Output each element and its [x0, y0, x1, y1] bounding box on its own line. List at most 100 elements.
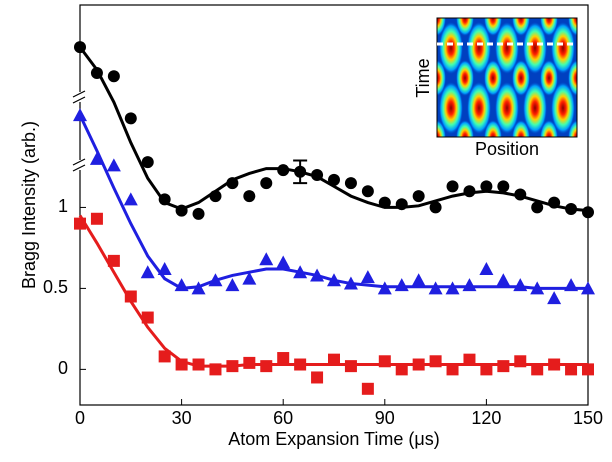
data-point	[428, 281, 443, 295]
x-tick-label: 30	[172, 408, 192, 428]
data-point	[107, 70, 120, 83]
data-point	[445, 281, 460, 295]
data-point	[582, 206, 594, 219]
data-point	[514, 355, 527, 368]
data-point	[260, 177, 273, 190]
inset-xlabel: Position	[475, 139, 539, 159]
data-point	[343, 276, 358, 290]
x-axis-label: Atom Expansion Time (μs)	[228, 429, 439, 449]
data-point	[429, 355, 442, 368]
axis-break	[72, 90, 86, 172]
data-point	[174, 278, 189, 292]
data-point	[226, 177, 239, 190]
data-point	[565, 363, 578, 376]
plot-frame	[79, 4, 589, 406]
x-tick-label: 120	[471, 408, 501, 428]
data-point	[411, 273, 426, 287]
data-point	[462, 278, 477, 292]
fit-line	[78, 214, 588, 368]
y-tick-label: 0	[58, 358, 68, 378]
data-point	[395, 363, 408, 376]
data-point	[344, 360, 357, 373]
data-point	[513, 278, 528, 292]
data-point	[209, 190, 222, 203]
data-point	[582, 363, 594, 376]
data-point	[327, 273, 341, 287]
data-point	[531, 363, 544, 376]
data-point	[123, 192, 138, 206]
data-point	[463, 185, 476, 198]
data-point	[175, 358, 188, 371]
data-point	[225, 278, 240, 292]
data-point	[429, 201, 442, 214]
y-axis-label: Bragg Intensity (arb.)	[19, 121, 39, 289]
data-point	[480, 180, 493, 193]
data-point	[157, 261, 172, 275]
data-point	[124, 112, 137, 125]
data-point	[90, 212, 103, 225]
data-point	[378, 355, 391, 368]
data-point	[531, 201, 544, 214]
data-point	[226, 360, 239, 373]
data-point	[293, 265, 308, 279]
inset-ylabel: Time	[413, 58, 433, 97]
x-tick-label: 90	[375, 408, 395, 428]
data-point	[276, 255, 291, 269]
data-point	[497, 180, 510, 193]
data-point	[158, 193, 171, 206]
data-point	[124, 290, 137, 303]
data-point	[530, 281, 545, 295]
data-point	[90, 67, 103, 80]
data-point	[243, 356, 256, 369]
y-tick-label: 1	[58, 196, 68, 216]
data-point	[564, 278, 579, 292]
data-point	[192, 207, 205, 220]
data-point	[378, 196, 391, 209]
data-point	[158, 350, 171, 363]
y-tick-label: 0.5	[43, 277, 68, 297]
data-point	[360, 270, 375, 284]
data-point	[581, 281, 595, 295]
data-point	[412, 358, 425, 371]
data-point	[395, 198, 408, 211]
data-point	[412, 190, 425, 203]
data-point	[514, 188, 527, 201]
data-point	[209, 363, 222, 376]
data-point	[361, 185, 374, 198]
data-point	[175, 204, 188, 217]
data-point	[277, 164, 290, 177]
data-point	[479, 261, 494, 275]
data-point	[107, 254, 120, 267]
data-point	[548, 358, 561, 371]
data-point	[260, 360, 273, 373]
inset-image	[436, 17, 578, 138]
data-point	[310, 268, 325, 282]
data-point	[463, 353, 476, 366]
data-point	[344, 177, 357, 190]
data-point	[496, 273, 511, 287]
data-point	[191, 281, 206, 295]
data-point	[361, 382, 374, 395]
data-point	[140, 265, 155, 279]
data-point	[89, 151, 104, 165]
data-point	[294, 358, 307, 371]
data-point	[480, 363, 493, 376]
x-tick-label: 150	[573, 408, 603, 428]
data-point	[242, 271, 257, 285]
data-point	[141, 311, 154, 324]
data-point	[377, 281, 392, 295]
x-tick-label: 60	[273, 408, 293, 428]
data-point	[74, 217, 86, 230]
data-point	[565, 203, 578, 216]
data-point	[259, 252, 274, 266]
data-point	[328, 353, 340, 366]
data-point	[446, 180, 459, 193]
data-point	[548, 196, 561, 209]
data-point	[394, 278, 409, 292]
data-point	[311, 169, 324, 182]
data-point	[446, 363, 459, 376]
data-point	[277, 352, 290, 365]
data-point	[192, 358, 205, 371]
error-bar	[293, 159, 308, 185]
